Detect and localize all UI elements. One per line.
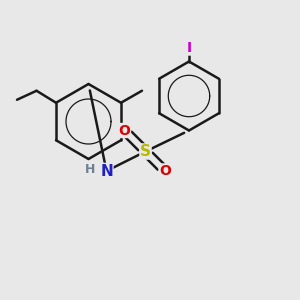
Text: O: O [159, 164, 171, 178]
Text: N: N [100, 164, 113, 178]
Text: S: S [140, 144, 151, 159]
Text: H: H [85, 163, 95, 176]
Text: I: I [186, 41, 192, 55]
Text: O: O [118, 124, 130, 137]
